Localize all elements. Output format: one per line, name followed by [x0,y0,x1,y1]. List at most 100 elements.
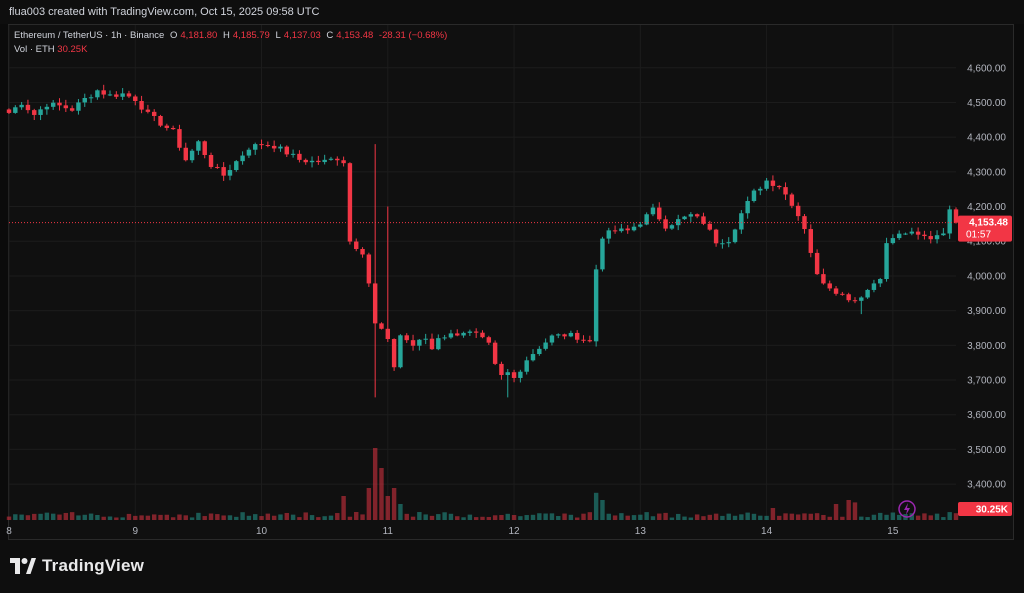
candle-body[interactable] [404,335,409,341]
candle-body[interactable] [676,219,681,226]
candle-body[interactable] [271,145,277,149]
candle-body[interactable] [32,110,37,115]
candle-body[interactable] [896,233,902,239]
candle-body[interactable] [499,363,504,376]
candle-body[interactable] [379,323,384,329]
candle-body[interactable] [758,188,763,191]
candle-body[interactable] [650,207,656,215]
candle-body[interactable] [366,254,372,284]
candle-body[interactable] [619,228,624,232]
candle-body[interactable] [436,338,441,350]
candle-body[interactable] [38,109,43,115]
candle-body[interactable] [814,252,820,275]
candle-body[interactable] [234,161,239,171]
candle-body[interactable] [391,339,397,368]
candle-body[interactable] [297,153,302,160]
tradingview-logo[interactable]: TradingView [10,556,144,576]
candle-body[interactable] [151,111,157,117]
candle-body[interactable] [549,335,555,343]
candle-body[interactable] [50,102,56,107]
candle-body[interactable] [827,283,832,289]
candle-body[interactable] [95,90,100,98]
candle-body[interactable] [202,141,207,156]
candle-body[interactable] [19,104,24,108]
candle-body[interactable] [133,96,138,102]
candle-body[interactable] [398,335,403,368]
candle-body[interactable] [246,149,252,156]
candle-body[interactable] [196,141,201,151]
candle-body[interactable] [164,125,170,128]
candle-body[interactable] [884,243,889,280]
candle-body[interactable] [562,334,567,337]
candle-body[interactable] [701,216,706,224]
candle-body[interactable] [76,102,81,111]
candle-body[interactable] [764,180,769,189]
candle-body[interactable] [170,127,176,130]
candle-body[interactable] [284,146,289,155]
candle-body[interactable] [6,109,12,113]
candle-body[interactable] [631,226,637,231]
candle-body[interactable] [574,332,580,340]
candle-body[interactable] [663,219,668,229]
candle-body[interactable] [240,155,245,162]
candle-body[interactable] [600,238,605,270]
candle-body[interactable] [410,340,416,346]
candle-body[interactable] [183,147,188,161]
lightning-icon[interactable] [898,500,916,518]
candle-body[interactable] [852,300,858,302]
candle-body[interactable] [846,294,851,301]
candle-body[interactable] [859,297,864,301]
candle-body[interactable] [461,332,466,336]
candle-body[interactable] [126,93,132,97]
candle-body[interactable] [606,230,611,239]
candle-body[interactable] [423,338,428,340]
candle-body[interactable] [707,223,712,230]
candle-body[interactable] [290,153,296,155]
candle-body[interactable] [259,144,264,146]
chart-panel[interactable] [8,24,1014,540]
candle-body[interactable] [789,194,795,206]
candle-body[interactable] [417,339,422,346]
candle-body[interactable] [455,333,460,336]
candle-body[interactable] [480,332,485,338]
candle-body[interactable] [448,333,454,338]
candle-body[interactable] [177,129,182,148]
candle-body[interactable] [158,116,163,126]
candle-body[interactable] [354,241,359,250]
candle-body[interactable] [865,289,870,298]
candle-body[interactable] [543,342,548,349]
candle-body[interactable] [915,231,921,235]
candle-body[interactable] [88,97,94,99]
candle-body[interactable] [101,90,106,95]
candle-body[interactable] [530,354,536,361]
candle-body[interactable] [638,224,643,227]
candle-body[interactable] [227,170,233,176]
candle-body[interactable] [265,145,271,147]
candle-body[interactable] [922,234,927,237]
candle-body[interactable] [713,229,719,244]
candle-body[interactable] [120,93,125,97]
candle-body[interactable] [587,340,593,342]
candle-body[interactable] [467,331,473,333]
candle-body[interactable] [145,109,151,112]
candle-body[interactable] [360,249,365,255]
candle-body[interactable] [335,158,340,161]
candle-body[interactable] [505,372,510,376]
candle-body[interactable] [322,159,327,163]
candle-body[interactable] [189,150,195,161]
candle-body[interactable] [909,231,915,234]
candle-body[interactable] [114,94,119,97]
candle-body[interactable] [429,338,435,350]
candle-body[interactable] [745,201,750,214]
candle-body[interactable] [372,283,378,324]
candle-body[interactable] [303,159,308,163]
candle-body[interactable] [934,235,940,240]
candle-body[interactable] [953,209,959,223]
candle-body[interactable] [720,243,725,245]
candle-body[interactable] [215,166,220,168]
candle-body[interactable] [518,371,523,378]
candle-body[interactable] [139,101,144,110]
candle-body[interactable] [473,331,479,333]
candle-body[interactable] [840,293,845,295]
